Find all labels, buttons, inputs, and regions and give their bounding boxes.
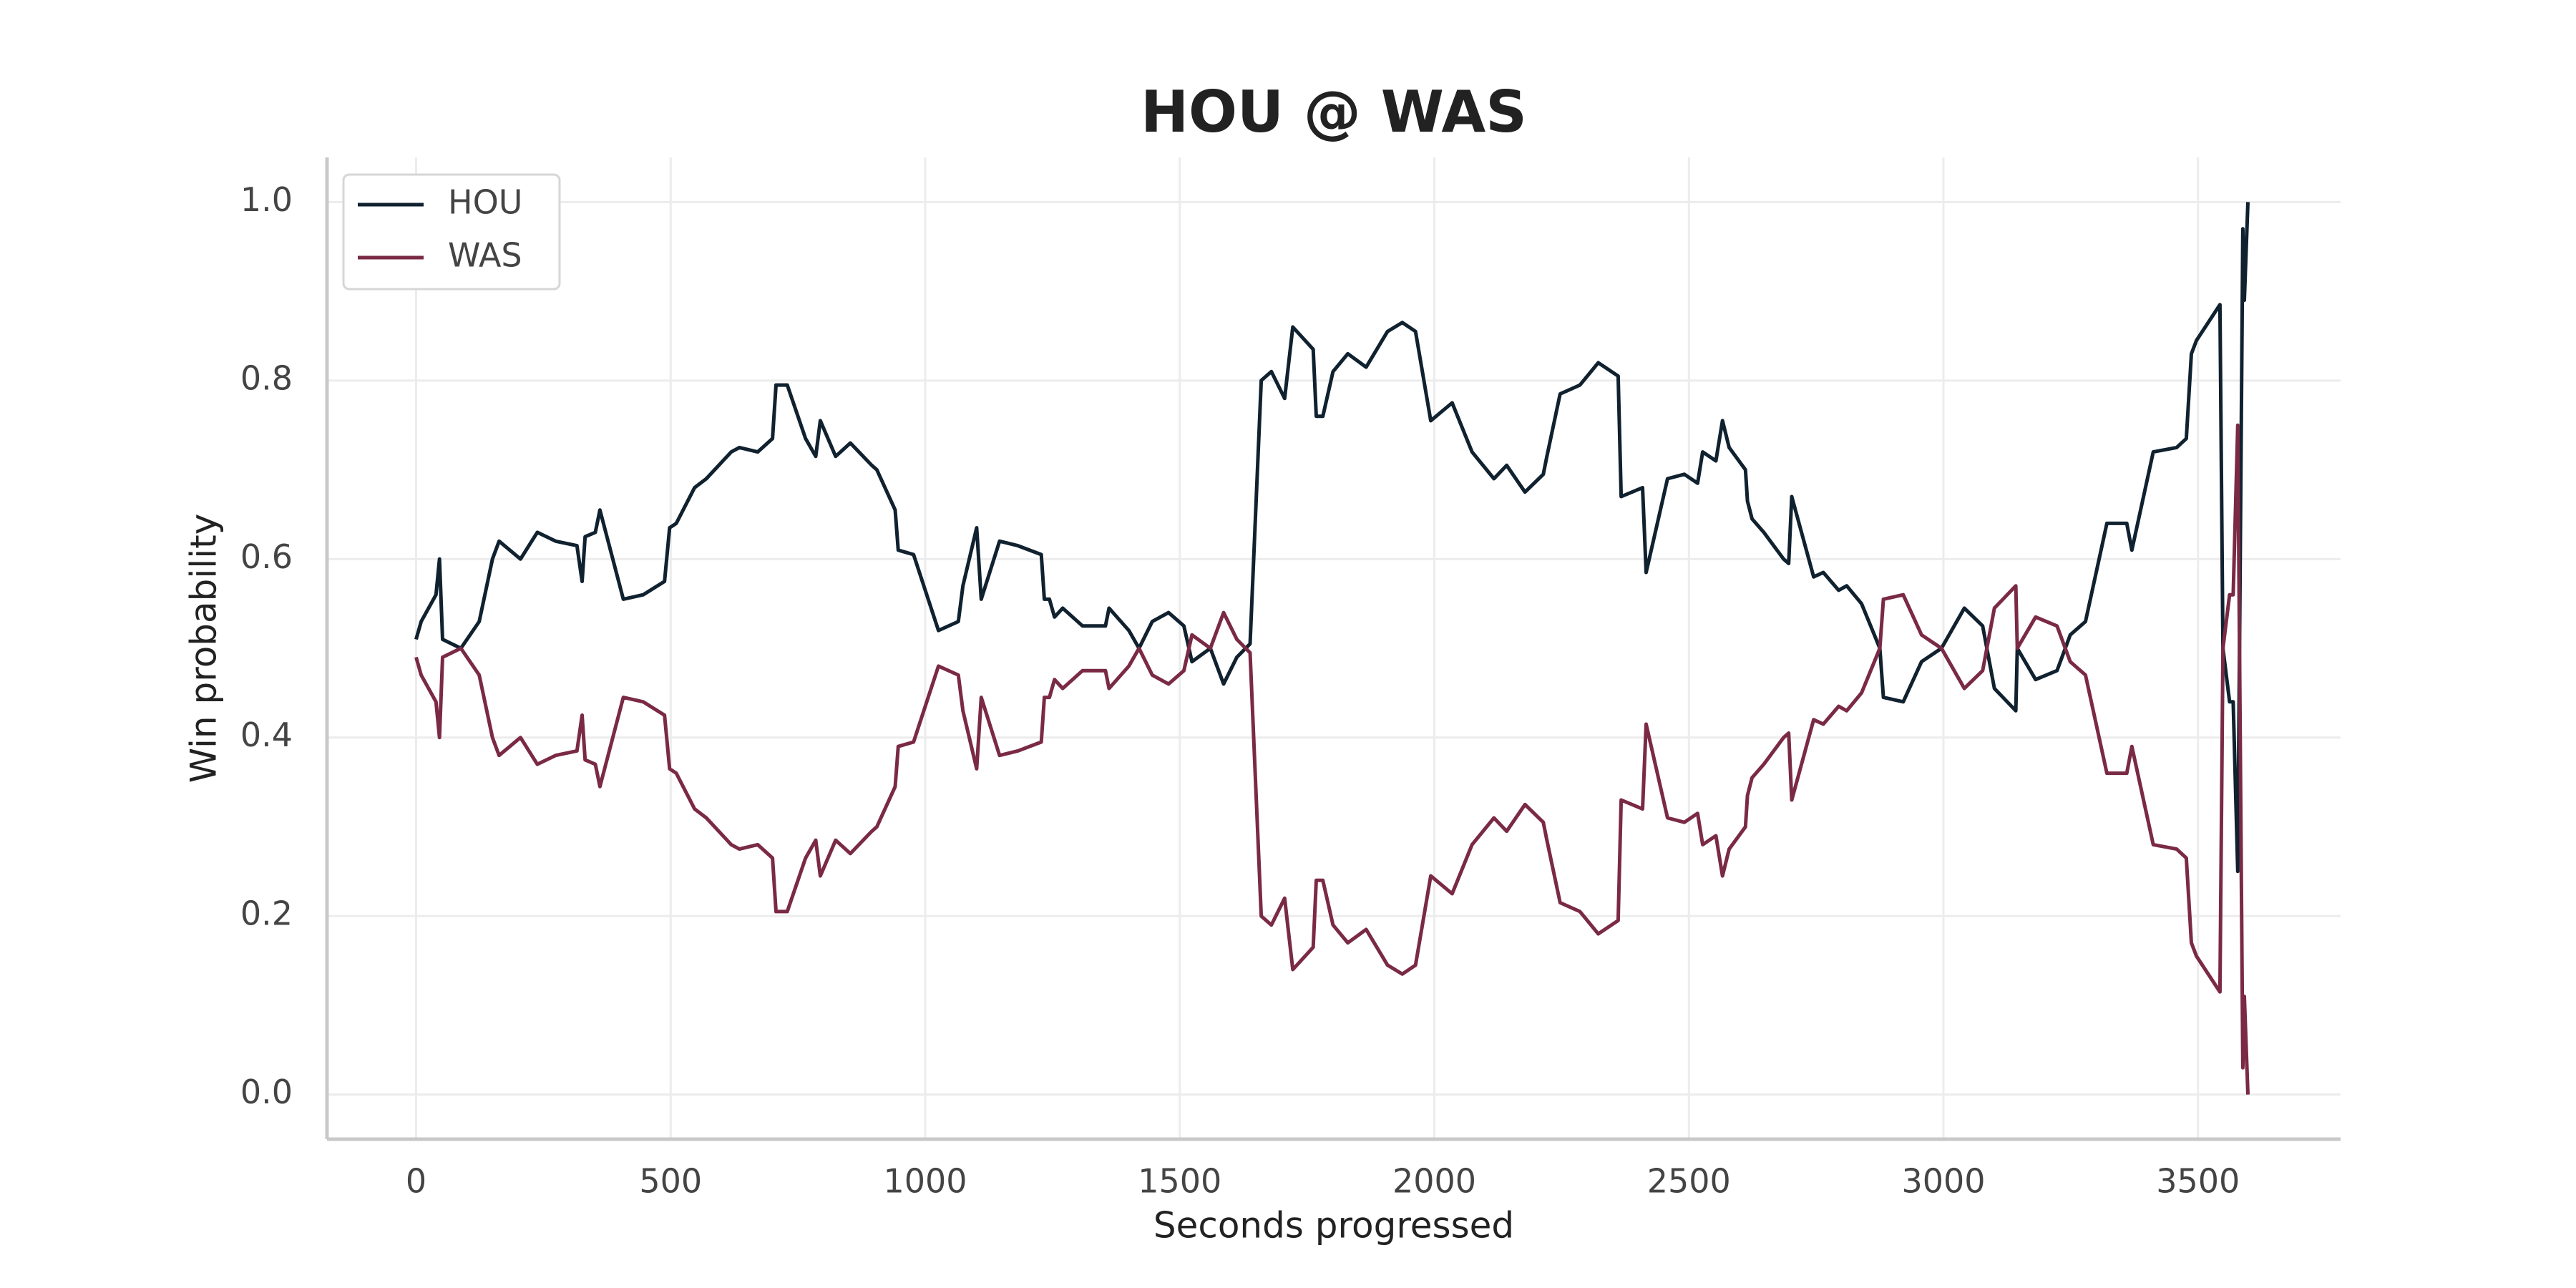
- legend-label: WAS: [448, 236, 522, 275]
- legend: HOU WAS: [342, 173, 561, 291]
- series-line: [414, 423, 2250, 1095]
- grid: [327, 157, 2341, 1139]
- y-tick-label: 0.8: [240, 358, 293, 397]
- y-axis-label: Win probability: [183, 514, 225, 784]
- x-tick-label: 1000: [883, 1162, 967, 1201]
- y-tick-label: 0.2: [240, 894, 293, 933]
- y-tick-label: 0.0: [240, 1073, 293, 1111]
- x-tick-label: 3000: [1901, 1162, 1985, 1201]
- y-tick-label: 0.4: [240, 716, 293, 754]
- lines: [414, 202, 2250, 1095]
- chart-title: HOU @ WAS: [1141, 79, 1527, 145]
- x-tick-label: 500: [639, 1162, 702, 1201]
- x-tick-label: 0: [406, 1162, 426, 1201]
- x-tick-label: 1500: [1138, 1162, 1221, 1201]
- x-axis-label: Seconds progressed: [1153, 1205, 1514, 1246]
- axes: 0 500 1000 1500 2000 2500 3000 3500 0.0 0.2 0.4 0.6…: [240, 157, 2341, 1201]
- x-tick-label: 3500: [2156, 1162, 2240, 1201]
- y-tick-label: 1.0: [240, 180, 293, 219]
- legend-label: HOU: [448, 183, 522, 222]
- x-tick-label: 2000: [1392, 1162, 1476, 1201]
- y-tick-label: 0.6: [240, 537, 293, 576]
- x-tick-label: 2500: [1647, 1162, 1731, 1201]
- series-line: [414, 202, 2250, 874]
